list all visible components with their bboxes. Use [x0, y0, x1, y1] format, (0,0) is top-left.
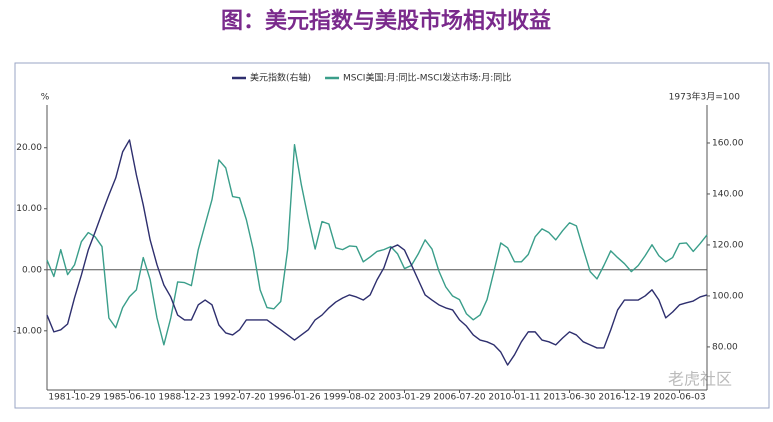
x-tick-label: 2010-01-11	[488, 393, 540, 403]
x-tick-label: 1985-06-10	[103, 393, 156, 403]
y2-tick-label: 80.00	[712, 342, 738, 352]
page-title: 图：美元指数与美股市场相对收益	[221, 8, 551, 34]
y-tick-label: -10.00	[13, 326, 42, 336]
x-tick-label: 2020-06-03	[653, 393, 705, 403]
series-line	[46, 139, 708, 366]
y2-tick-label: 120.00	[712, 240, 744, 250]
x-tick-label: 2016-12-19	[598, 393, 651, 403]
series-line	[46, 143, 708, 346]
y2-tick-label: 160.00	[712, 138, 744, 148]
y-tick-label: 0.00	[22, 265, 42, 275]
x-tick-label: 1996-01-26	[268, 393, 321, 403]
watermark: 老虎社区	[668, 370, 732, 389]
x-tick-label: 2003-01-29	[378, 393, 431, 403]
y-tick-label: 10.00	[16, 204, 42, 214]
legend-label: MSCI美国:月:同比-MSCI发达市场:月:同比	[343, 72, 511, 84]
y-tick-label: 20.00	[16, 143, 42, 153]
x-tick-label: 1992-07-20	[213, 393, 266, 403]
y-axis-unit: %	[41, 93, 50, 103]
x-tick-label: 1999-08-02	[323, 393, 375, 403]
x-tick-label: 2013-06-30	[543, 393, 596, 403]
x-tick-label: 1981-10-29	[48, 393, 101, 403]
x-tick-label: 2006-07-20	[433, 393, 486, 403]
legend-label: 美元指数(右轴)	[250, 72, 311, 84]
chart-frame	[14, 62, 770, 409]
y2-axis-unit: 1973年3月=100	[669, 91, 741, 103]
x-tick-label: 1988-12-23	[158, 393, 210, 403]
y2-tick-label: 140.00	[712, 189, 744, 199]
y2-tick-label: 100.00	[712, 291, 744, 301]
